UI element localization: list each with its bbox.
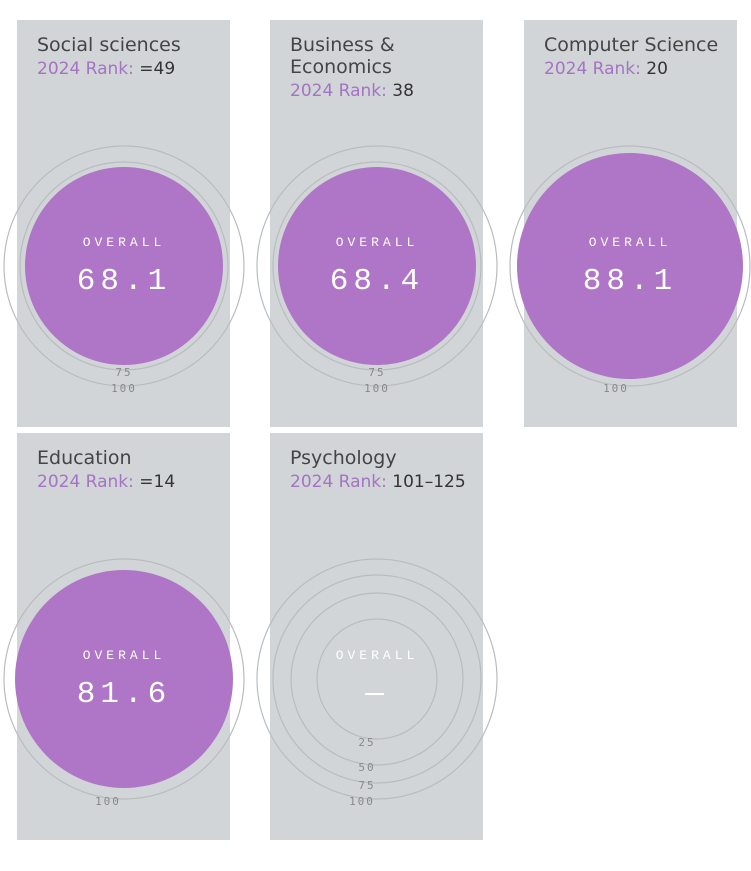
overall-score: — bbox=[364, 677, 389, 712]
overall-label: OVERALL bbox=[336, 235, 419, 250]
dial-ring bbox=[272, 574, 482, 784]
scale-label-25: 25 bbox=[358, 736, 375, 749]
subject-title: Business & Economics bbox=[290, 34, 395, 78]
overall-label: OVERALL bbox=[83, 648, 166, 663]
subject-title: Computer Science bbox=[544, 34, 719, 56]
dial-ring bbox=[256, 145, 498, 387]
scale-label-75: 75 bbox=[368, 366, 385, 379]
subject-card-psychology[interactable]: Psychology 2024 Rank: 101–125 bbox=[270, 433, 483, 840]
rank-value: 101–125 bbox=[392, 472, 466, 492]
dial-ring bbox=[290, 592, 464, 766]
scale-label-75: 75 bbox=[115, 366, 132, 379]
score-disc bbox=[15, 570, 233, 788]
rank-label: 2024 Rank: bbox=[290, 81, 387, 101]
rank-value: =49 bbox=[139, 59, 176, 79]
rank-value: 20 bbox=[646, 59, 668, 79]
dial-ring bbox=[509, 145, 751, 387]
rank-line: 2024 Rank: 101–125 bbox=[290, 471, 480, 493]
rank-line: 2024 Rank: 38 bbox=[290, 80, 480, 102]
score-disc bbox=[278, 167, 476, 365]
scale-label-75: 75 bbox=[358, 779, 375, 792]
subject-title: Social sciences bbox=[37, 34, 181, 56]
scale-label-50: 50 bbox=[358, 761, 375, 774]
score-dial: 25 50 75 100 OVERALL — bbox=[256, 558, 498, 808]
rank-value: =14 bbox=[139, 472, 176, 492]
dial-ring bbox=[3, 558, 245, 800]
scale-label-100: 100 bbox=[111, 382, 137, 395]
rank-label: 2024 Rank: bbox=[544, 59, 641, 79]
dial-ring bbox=[256, 558, 498, 800]
subject-title: Education bbox=[37, 447, 132, 469]
rank-line: 2024 Rank: 20 bbox=[544, 58, 734, 80]
score-dial: 75 100 OVERALL 68.1 bbox=[3, 145, 245, 395]
overall-score: 88.1 bbox=[583, 264, 677, 299]
score-disc bbox=[517, 153, 743, 379]
score-dial: 100 OVERALL 88.1 bbox=[509, 145, 751, 395]
overall-score: 68.4 bbox=[330, 264, 424, 299]
score-disc bbox=[25, 167, 223, 365]
score-dial: 100 OVERALL 81.6 bbox=[3, 558, 245, 808]
overall-label: OVERALL bbox=[336, 648, 419, 663]
dial-ring bbox=[19, 161, 229, 371]
scale-label-100: 100 bbox=[364, 382, 390, 395]
overall-score: 68.1 bbox=[77, 264, 171, 299]
dial-ring bbox=[3, 145, 245, 387]
scale-label-100: 100 bbox=[603, 382, 629, 395]
scale-label-100: 100 bbox=[95, 795, 121, 808]
subject-title: Psychology bbox=[290, 447, 397, 469]
overall-label: OVERALL bbox=[83, 235, 166, 250]
rank-label: 2024 Rank: bbox=[37, 59, 134, 79]
dial-ring bbox=[272, 161, 482, 371]
overall-score: 81.6 bbox=[77, 677, 171, 712]
dial-ring bbox=[316, 618, 438, 740]
score-dial: 75 100 OVERALL 68.4 bbox=[256, 145, 498, 395]
rank-label: 2024 Rank: bbox=[290, 472, 387, 492]
rank-label: 2024 Rank: bbox=[37, 472, 134, 492]
rank-value: 38 bbox=[392, 81, 414, 101]
scale-label-100: 100 bbox=[349, 795, 375, 808]
overall-label: OVERALL bbox=[589, 235, 672, 250]
rank-line: 2024 Rank: =14 bbox=[37, 471, 227, 493]
rank-line: 2024 Rank: =49 bbox=[37, 58, 227, 80]
